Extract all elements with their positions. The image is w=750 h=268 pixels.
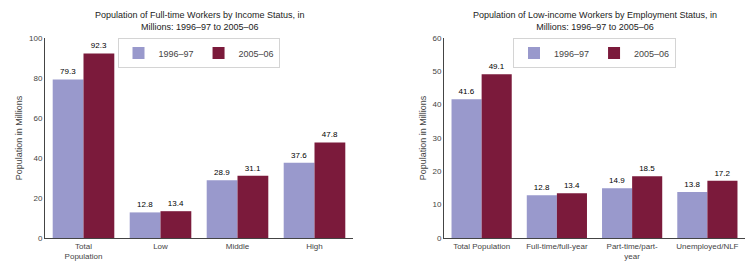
svg-text:13.8: 13.8 — [684, 180, 700, 189]
svg-text:1996–97: 1996–97 — [554, 49, 589, 59]
svg-text:Part-time/part-year: Part-time/part-year — [607, 242, 658, 261]
svg-text:Total Population: Total Population — [453, 242, 510, 251]
svg-text:13.4: 13.4 — [564, 181, 580, 190]
svg-text:High: High — [306, 242, 322, 251]
svg-text:60: 60 — [33, 114, 42, 123]
svg-text:Population in Millions: Population in Millions — [418, 95, 428, 180]
svg-text:Population of Low-income Worke: Population of Low-income Workers by Empl… — [473, 10, 717, 32]
svg-text:TotalPopulation: TotalPopulation — [65, 242, 103, 261]
svg-text:Population of Full-time Worker: Population of Full-time Workers by Incom… — [95, 10, 304, 32]
svg-text:12.8: 12.8 — [534, 183, 550, 192]
svg-text:0: 0 — [38, 234, 43, 243]
svg-text:100: 100 — [29, 34, 43, 43]
svg-text:20: 20 — [432, 167, 441, 176]
svg-text:47.8: 47.8 — [322, 130, 338, 139]
svg-text:31.1: 31.1 — [245, 164, 261, 173]
svg-text:2005–06: 2005–06 — [239, 49, 274, 59]
svg-text:41.6: 41.6 — [459, 87, 475, 96]
svg-text:60: 60 — [432, 34, 441, 43]
svg-text:40: 40 — [432, 100, 441, 109]
svg-text:37.6: 37.6 — [291, 151, 307, 160]
svg-text:17.2: 17.2 — [714, 169, 730, 178]
svg-text:10: 10 — [432, 200, 441, 209]
svg-text:30: 30 — [432, 134, 441, 143]
svg-text:1996–97: 1996–97 — [159, 49, 194, 59]
svg-text:Middle: Middle — [226, 242, 250, 251]
svg-text:12.8: 12.8 — [137, 200, 153, 209]
svg-text:Full-time/full-year: Full-time/full-year — [526, 242, 588, 251]
svg-text:49.1: 49.1 — [489, 62, 505, 71]
svg-text:14.9: 14.9 — [609, 176, 625, 185]
svg-text:40: 40 — [33, 154, 42, 163]
svg-text:Unemployed/NLF: Unemployed/NLF — [676, 242, 738, 251]
svg-text:13.4: 13.4 — [168, 199, 184, 208]
svg-text:Low: Low — [153, 242, 168, 251]
svg-text:18.5: 18.5 — [639, 164, 655, 173]
svg-text:92.3: 92.3 — [91, 41, 107, 50]
svg-text:80: 80 — [33, 74, 42, 83]
svg-text:0: 0 — [437, 234, 442, 243]
svg-text:2005–06: 2005–06 — [634, 49, 669, 59]
svg-text:50: 50 — [432, 67, 441, 76]
svg-text:28.9: 28.9 — [214, 168, 230, 177]
svg-text:Population in Millions: Population in Millions — [14, 95, 24, 180]
svg-text:79.3: 79.3 — [60, 67, 76, 76]
svg-text:20: 20 — [33, 194, 42, 203]
